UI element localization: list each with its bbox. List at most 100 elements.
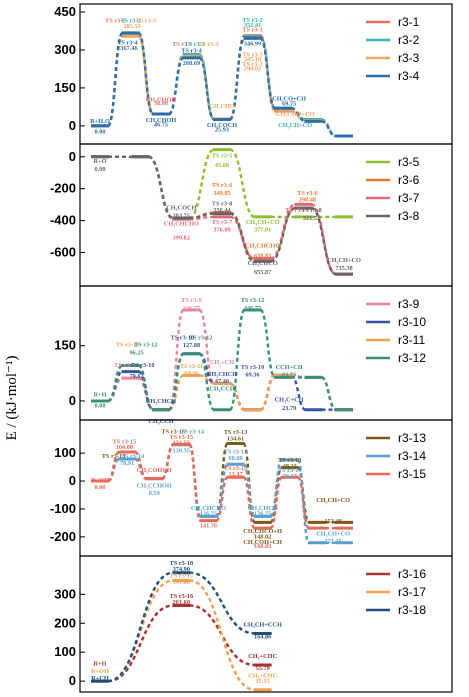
- annotation-label: TS r3-13: [102, 453, 126, 460]
- y-tick-label: -600: [50, 244, 76, 259]
- annotation-label: TS r3-3: [242, 61, 262, 68]
- y-tick-label: 0: [69, 673, 76, 688]
- annotation-label: 346.99: [244, 40, 261, 47]
- annotation-label: 141.76: [200, 522, 217, 529]
- annotation-label: 735.38: [335, 265, 352, 272]
- annotation-label: 45.00: [215, 162, 229, 169]
- annotation-label: 390.82: [173, 235, 190, 242]
- panel-frame: [79, 555, 453, 693]
- series-connector: [107, 443, 336, 530]
- annotation-label: TS r3-14: [121, 453, 145, 460]
- annotation-label: TS r3-4: [117, 39, 138, 46]
- annotation-label: 164.86: [254, 633, 271, 640]
- annotation-label: CH₃CHCHO: [164, 220, 199, 227]
- legend-label: r3-1: [398, 15, 420, 29]
- legend-label: r3-3: [398, 51, 420, 65]
- annotation-label: 15.15: [256, 678, 270, 685]
- y-axis-label: E / (kJ·mol⁻¹): [4, 356, 20, 441]
- series-r3-12: [91, 308, 353, 412]
- annotation-label: CH₃COHCH: [137, 467, 172, 474]
- annotation-label: 79.62: [130, 373, 144, 380]
- annotation-label: TS r3-2: [184, 41, 204, 48]
- annotation-label: 383.53: [123, 23, 140, 30]
- annotation-label: 76.17: [283, 473, 297, 480]
- y-tick-label: 100: [54, 445, 76, 460]
- annotation-label: CH₃CHCO+H: [243, 528, 282, 535]
- annotation-label: TS r3-1: [172, 41, 192, 48]
- annotation-label: TS r3-10: [241, 364, 265, 371]
- annotation-label: CH₃CHCH: [207, 371, 237, 378]
- annotation-label: TS r3-7: [212, 219, 232, 226]
- annotation-label: 48.23: [283, 463, 297, 470]
- series-connector: [108, 155, 337, 276]
- annotation-label: TS r3-5: [212, 153, 232, 160]
- annotation-label: 246.77: [244, 305, 261, 312]
- annotation-label: 126.75: [200, 511, 217, 518]
- annotation-label: TS r3-12: [134, 341, 158, 348]
- annotation-label: CH₃CHCO: [248, 505, 278, 512]
- annotation-label: TS r3-10: [131, 362, 155, 369]
- annotation-label: TS r3-4: [242, 35, 263, 42]
- annotation-label: TS r3-13: [224, 429, 248, 436]
- annotation-label: TS r3-10: [171, 335, 195, 342]
- annotation-label: TS r3-17: [170, 573, 194, 580]
- annotation-label: 127.88: [183, 342, 200, 349]
- annotation-label: TS r3-9: [181, 297, 201, 304]
- annotation-label: CH₃+CHC: [248, 673, 277, 680]
- annotation-label: 376.89: [213, 227, 230, 234]
- annotation-label: 126.75: [254, 511, 271, 518]
- annotation-label: 63.73: [282, 372, 296, 379]
- annotation-label: 134.61: [227, 435, 244, 442]
- annotation-label: 69.36: [245, 372, 259, 379]
- annotation-label: CCH+CH: [276, 364, 303, 371]
- legend-label: r3-5: [398, 155, 420, 169]
- legend-label: r3-14: [398, 449, 426, 463]
- annotation-label: 638.83: [254, 252, 271, 259]
- y-tick-label: 100: [54, 644, 76, 659]
- annotation-label: TS r3-2: [242, 17, 262, 24]
- legend-label: r3-7: [398, 191, 420, 205]
- annotation-label: TS r3-11: [180, 363, 203, 370]
- annotation-label: 374.90: [173, 566, 190, 573]
- annotation-label: TS r3-13: [278, 457, 302, 464]
- annotation-label: 104.00: [116, 444, 133, 451]
- annotation-label: 377.01: [254, 227, 271, 234]
- annotation-label: 349.85: [213, 190, 230, 197]
- y-tick-label: 150: [54, 338, 76, 353]
- annotation-label: R+OH: [91, 477, 109, 484]
- annotation-label: 96.25: [130, 349, 144, 356]
- annotation-label: 0.00: [94, 484, 105, 491]
- y-tick-label: -200: [50, 181, 76, 196]
- annotation-label: R+O: [93, 158, 106, 165]
- y-tick-label: 0: [69, 149, 76, 164]
- annotation-label: 131.55: [173, 440, 190, 447]
- annotation-label: R+CH: [91, 675, 109, 682]
- annotation-label: TS r3-8: [301, 207, 321, 214]
- annotation-label: TS r3-6: [212, 182, 232, 189]
- annotation-label: CH₂CCH: [209, 386, 234, 393]
- annotation-label: CH₂CHOH: [146, 97, 177, 104]
- annotation-label: 60.00: [228, 455, 242, 462]
- annotation-label: 0.00: [94, 403, 105, 410]
- y-tick-label: -400: [50, 213, 76, 228]
- legend-label: r3-8: [398, 209, 420, 223]
- annotation-label: TS r3-3: [198, 41, 218, 48]
- series-r3-15: [91, 442, 353, 530]
- series-r3-18: [91, 571, 272, 683]
- legend-label: r3-17: [398, 585, 426, 599]
- y-tick-label: 300: [54, 42, 76, 57]
- annotation-label: 321.52: [303, 215, 320, 222]
- annotation-label: 69.36: [184, 370, 198, 377]
- annotation-label: CH₃CHOH: [146, 117, 177, 124]
- annotation-label: 246.77: [183, 305, 200, 312]
- annotation-label: TS r3-12: [241, 297, 265, 304]
- annotation-label: 352.41: [244, 22, 261, 29]
- legend-label: r3-10: [398, 315, 426, 329]
- annotation-label: CH₂CHO: [209, 103, 235, 110]
- legend-label: r3-18: [398, 603, 426, 617]
- y-tick-label: 200: [54, 615, 76, 630]
- annotation-label: 148.02: [254, 534, 271, 541]
